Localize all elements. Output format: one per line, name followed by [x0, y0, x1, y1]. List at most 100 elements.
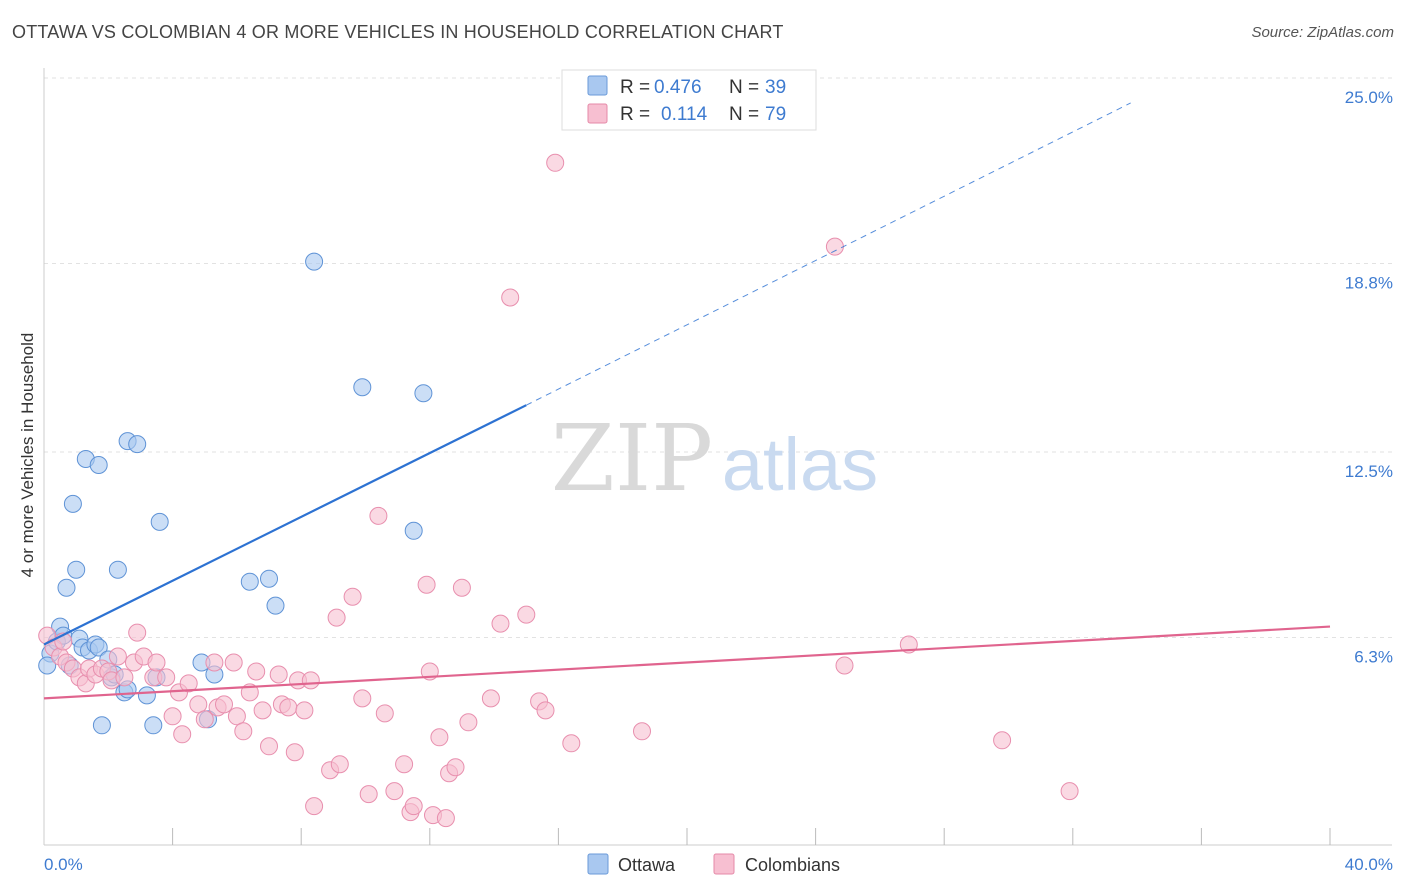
point-colombians-63: [446, 758, 465, 777]
point-ottawa-21: [57, 578, 76, 597]
point-ottawa-32: [266, 596, 285, 615]
point-colombians-75: [825, 237, 844, 256]
point-colombians-30: [224, 653, 243, 672]
point-colombians-50: [359, 785, 378, 804]
watermark-zip: ZIP: [551, 405, 713, 512]
bottom-legend-swatch-colombians: [713, 853, 735, 875]
grid-lines: [44, 77, 1392, 639]
point-ottawa-37: [38, 656, 57, 675]
point-colombians-56: [404, 797, 423, 816]
point-colombians-32: [234, 722, 253, 741]
point-colombians-69: [517, 605, 536, 624]
top-legend: R = 0.476 N = 39 R = 0.114 N = 79: [561, 69, 817, 131]
legend-r-label-colombians: R =: [620, 104, 650, 125]
bottom-legend-swatch-ottawa: [587, 853, 609, 875]
point-colombians-71: [536, 701, 555, 720]
point-colombians-65: [459, 713, 478, 732]
point-colombians-14: [115, 668, 134, 687]
point-colombians-68: [501, 288, 520, 307]
point-ottawa-23: [108, 560, 127, 579]
y-tick-label-0: 6.3%: [1354, 648, 1393, 667]
point-colombians-54: [395, 755, 414, 774]
point-ottawa-15: [144, 716, 163, 735]
trend-lines: [43, 102, 1331, 700]
legend-swatch-ottawa: [587, 75, 608, 96]
point-colombians-73: [562, 734, 581, 753]
watermark: ZIP atlas: [551, 405, 878, 512]
trend-line-colombians: [43, 625, 1331, 700]
point-colombians-16: [128, 623, 147, 642]
point-colombians-24: [179, 674, 198, 693]
point-colombians-57: [417, 575, 436, 594]
point-colombians-40: [285, 743, 304, 762]
point-colombians-13: [108, 647, 127, 666]
point-colombians-66: [481, 689, 500, 708]
legend-n-value-ottawa: 39: [765, 77, 786, 98]
point-colombians-42: [295, 701, 314, 720]
legend-swatch-colombians: [587, 103, 608, 124]
chart-title: OTTAWA VS COLOMBIAN 4 OR MORE VEHICLES I…: [12, 22, 784, 42]
trend-line-extension-ottawa: [526, 102, 1131, 406]
point-ottawa-34: [353, 378, 372, 397]
point-colombians-35: [253, 701, 272, 720]
point-colombians-53: [385, 782, 404, 801]
tick-labels: 6.3% 12.5% 18.8% 25.0% 0.0% 40.0%: [44, 88, 1393, 874]
point-colombians-29: [215, 695, 233, 714]
point-colombians-60: [430, 728, 449, 747]
point-colombians-21: [163, 707, 182, 726]
point-colombians-48: [343, 587, 362, 606]
legend-r-value-ottawa: 0.476: [654, 77, 702, 98]
point-colombians-27: [205, 653, 224, 672]
point-colombians-26: [195, 710, 214, 729]
trend-line-ottawa: [43, 404, 527, 646]
point-ottawa-28: [128, 435, 147, 454]
point-ottawa-14: [137, 686, 156, 705]
point-colombians-79: [1060, 782, 1079, 801]
point-ottawa-24: [63, 494, 82, 513]
point-colombians-25: [189, 695, 208, 714]
point-ottawa-9: [89, 638, 108, 657]
point-colombians-74: [633, 722, 651, 741]
point-colombians-61: [436, 809, 455, 828]
point-colombians-19: [147, 653, 166, 672]
x-tick-label-1: 40.0%: [1345, 855, 1393, 874]
point-colombians-67: [491, 614, 510, 633]
y-tick-label-3: 25.0%: [1345, 88, 1393, 107]
point-colombians-49: [353, 689, 372, 708]
y-tick-label-1: 12.5%: [1345, 462, 1393, 481]
point-colombians-78: [993, 731, 1012, 750]
point-colombians-76: [835, 656, 854, 675]
point-ottawa-31: [260, 569, 278, 588]
legend-r-value-colombians: 0.114: [661, 104, 708, 125]
point-ottawa-33: [305, 252, 324, 271]
point-colombians-52: [375, 704, 394, 723]
point-ottawa-36: [404, 521, 423, 540]
point-colombians-43: [301, 671, 320, 690]
bottom-legend-label-colombians: Colombians: [745, 855, 840, 875]
point-ottawa-22: [67, 560, 86, 579]
point-colombians-64: [452, 578, 471, 597]
point-colombians-39: [279, 698, 298, 717]
legend-n-label-ottawa: N =: [729, 77, 759, 98]
point-ottawa-26: [89, 456, 108, 474]
point-ottawa-30: [240, 572, 259, 591]
point-colombians-44: [305, 797, 324, 816]
point-ottawa-20: [92, 716, 111, 735]
bottom-legend-label-ottawa: Ottawa: [618, 855, 676, 875]
point-colombians-34: [247, 662, 266, 681]
point-colombians-36: [260, 737, 278, 756]
point-colombians-72: [546, 153, 565, 172]
point-colombians-37: [269, 665, 288, 684]
point-colombians-46: [327, 608, 346, 627]
x-tick-label-0: 0.0%: [44, 855, 83, 874]
legend-n-value-colombians: 79: [765, 104, 786, 125]
legend-n-label-colombians: N =: [729, 104, 759, 125]
point-ottawa-29: [150, 512, 169, 531]
point-colombians-51: [369, 506, 388, 525]
y-tick-label-2: 18.8%: [1345, 274, 1393, 293]
axes: [43, 68, 1392, 846]
watermark-atlas: atlas: [722, 423, 878, 506]
point-ottawa-35: [414, 384, 433, 403]
bottom-legend: Ottawa Colombians: [587, 853, 840, 875]
